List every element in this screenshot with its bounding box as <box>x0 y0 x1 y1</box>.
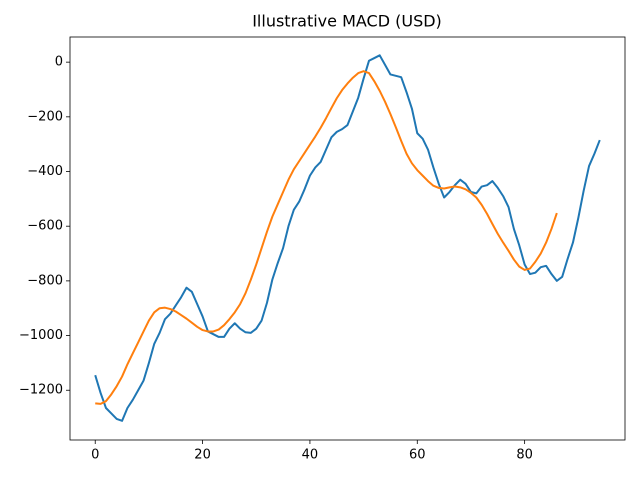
data-line <box>95 70 558 405</box>
y-tick-label: −600 <box>27 219 63 234</box>
y-tick-label: −800 <box>27 273 63 288</box>
axes-frame <box>69 36 626 441</box>
y-tick-label: −1000 <box>19 328 63 343</box>
x-tick-label: 20 <box>194 448 211 463</box>
x-tick-label: 80 <box>516 448 533 463</box>
x-tick-label: 60 <box>409 448 426 463</box>
y-tick-label: 0 <box>55 55 63 70</box>
x-tick-label: 40 <box>302 448 319 463</box>
y-tick-label: −1200 <box>19 383 63 398</box>
chart-title: Illustrative MACD (USD) <box>252 12 442 31</box>
y-tick-label: −200 <box>27 109 63 124</box>
data-line <box>94 54 601 422</box>
x-tick-label: 0 <box>91 448 99 463</box>
y-tick-label: −400 <box>27 164 63 179</box>
